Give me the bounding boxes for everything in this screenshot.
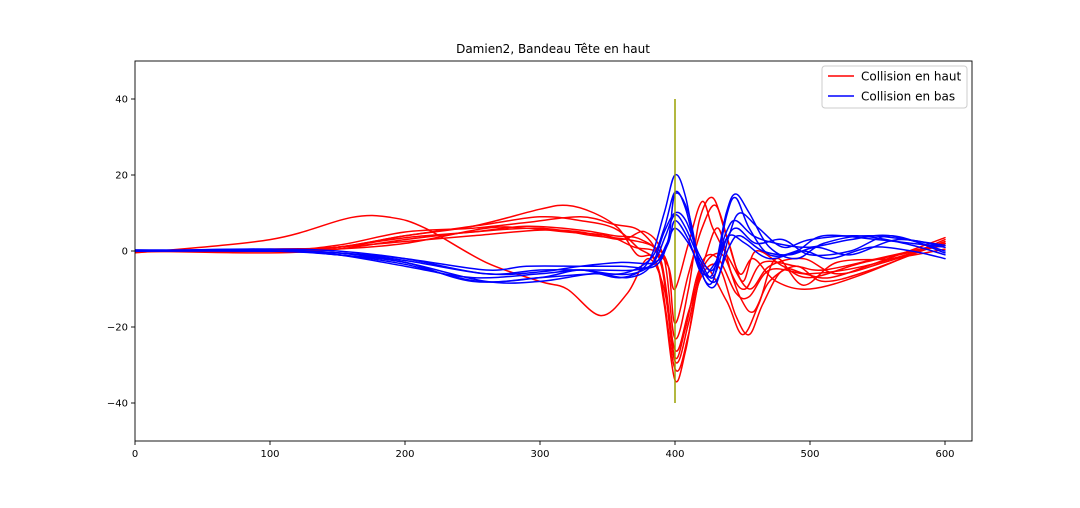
chart-title: Damien2, Bandeau Tête en haut [456, 42, 650, 56]
x-tick-label: 500 [800, 449, 819, 460]
legend-label-1: Collision en bas [861, 90, 955, 104]
y-tick-label: −20 [107, 323, 128, 334]
red-series-line-4 [135, 225, 946, 352]
x-tick-label: 400 [665, 449, 684, 460]
y-tick-label: 40 [115, 95, 128, 106]
x-tick-label: 600 [935, 449, 954, 460]
y-tick-label: 20 [115, 171, 128, 182]
y-tick-label: −40 [107, 399, 128, 410]
red-series-line-7 [135, 200, 946, 291]
series-group [135, 99, 946, 403]
legend-label-0: Collision en haut [861, 70, 961, 84]
x-tick-label: 300 [530, 449, 549, 460]
x-tick-label: 100 [260, 449, 279, 460]
y-tick-label: 0 [122, 247, 128, 258]
legend-box [821, 65, 968, 109]
red-series-line-5 [135, 196, 946, 340]
x-tick-label: 200 [395, 449, 414, 460]
red-series-line-6 [135, 204, 946, 324]
x-tick-label: 0 [132, 449, 138, 460]
